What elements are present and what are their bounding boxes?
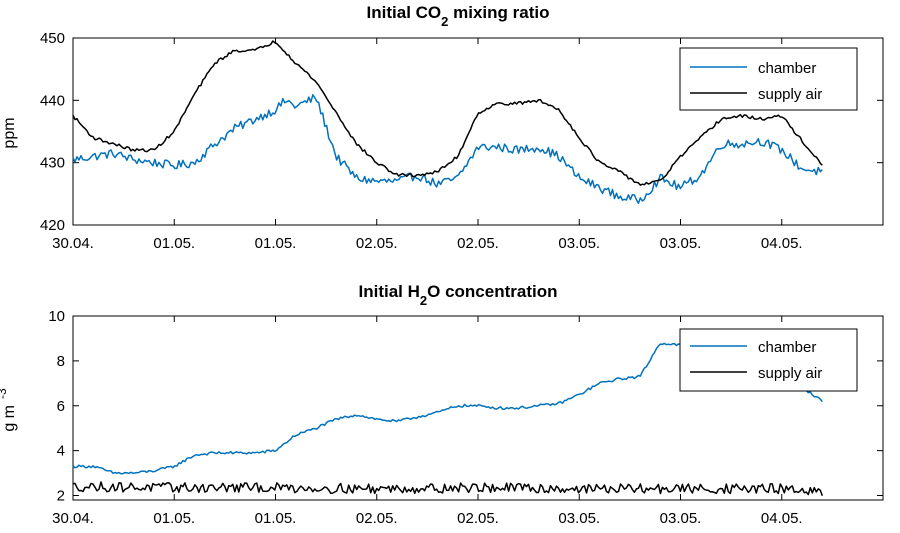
- co2-y-tick-label: 420: [40, 217, 65, 234]
- h2o-x-tick-label: 04.05.: [761, 510, 803, 527]
- h2o-chart-title: Initial H2O concentration: [359, 282, 558, 308]
- co2-series-chamber-line: [72, 94, 823, 204]
- co2-y-tick-label: 450: [40, 30, 65, 47]
- h2o-panel: Initial H2O concentration g m-3 30.04. 01…: [0, 282, 884, 527]
- co2-legend-chamber-label: chamber: [758, 60, 816, 77]
- h2o-legend-box: [679, 328, 858, 392]
- co2-series-supply-air-line: [72, 40, 823, 186]
- co2-x-tick-label: 30.04.: [52, 235, 94, 252]
- co2-panel: Initial CO2 mixing ratio ppm 30.04. 01.05…: [1, 3, 884, 252]
- h2o-y-tick-label: 6: [57, 398, 65, 415]
- co2-legend: chamber supply air: [679, 47, 858, 111]
- co2-x-tick-label: 04.05.: [761, 235, 803, 252]
- co2-x-tick-label: 02.05.: [356, 235, 398, 252]
- h2o-legend-chamber-label: chamber: [758, 339, 816, 356]
- h2o-y-tick-label: 4: [57, 443, 65, 460]
- co2-x-tick-label: 03.05.: [558, 235, 600, 252]
- h2o-x-tick-label: 30.04.: [52, 510, 94, 527]
- co2-legend-box: [679, 47, 858, 111]
- h2o-legend: chamber supply air: [679, 328, 858, 392]
- co2-legend-supply-label: supply air: [758, 86, 822, 103]
- co2-x-tick-label: 01.05.: [255, 235, 297, 252]
- h2o-y-tick-label: 8: [57, 353, 65, 370]
- h2o-y-axis-label: g m-3: [0, 388, 18, 432]
- h2o-x-tick-label: 02.05.: [457, 510, 499, 527]
- co2-y-axis-label: ppm: [1, 117, 18, 148]
- co2-x-tick-label: 01.05.: [153, 235, 195, 252]
- h2o-x-tick-label: 01.05.: [153, 510, 195, 527]
- h2o-x-tick-label: 01.05.: [255, 510, 297, 527]
- h2o-series-supply-air-line: [72, 481, 824, 496]
- h2o-legend-supply-label: supply air: [758, 365, 822, 382]
- co2-x-tick-label: 03.05.: [660, 235, 702, 252]
- co2-x-tick-label: 02.05.: [457, 235, 499, 252]
- h2o-x-tick-label: 03.05.: [660, 510, 702, 527]
- h2o-x-tick-label: 03.05.: [558, 510, 600, 527]
- h2o-y-tick-label: 10: [48, 308, 65, 325]
- co2-y-tick-label: 430: [40, 155, 65, 172]
- h2o-y-tick-label: 2: [57, 488, 65, 505]
- h2o-x-tick-label: 02.05.: [356, 510, 398, 527]
- co2-y-tick-label: 440: [40, 92, 65, 109]
- co2-chart-title: Initial CO2 mixing ratio: [367, 3, 550, 29]
